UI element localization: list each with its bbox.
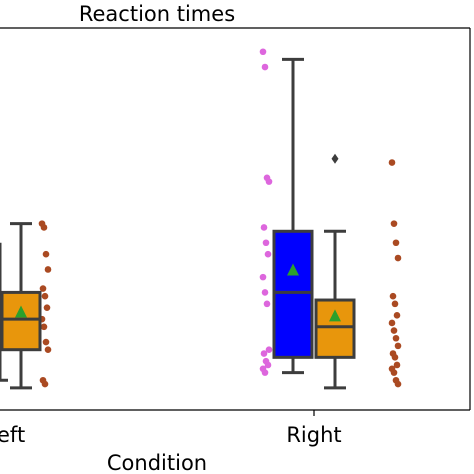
box-outlier	[331, 153, 339, 164]
strip-point	[263, 300, 271, 308]
strip-point	[392, 239, 400, 247]
strip-point	[390, 220, 398, 227]
strip-point	[259, 48, 267, 56]
strip-point	[389, 292, 397, 300]
chart-title: Reaction times	[79, 2, 235, 26]
plot-area	[0, 48, 402, 390]
strip-point	[393, 312, 401, 319]
strip-point	[265, 346, 273, 354]
strip-point	[259, 273, 267, 281]
strip-point	[265, 178, 273, 185]
strip-point	[41, 380, 49, 388]
box-body	[272, 229, 314, 359]
strip-point	[390, 327, 398, 334]
strip-point	[260, 224, 268, 231]
box-body	[314, 298, 356, 359]
strip-point	[390, 369, 398, 376]
strip-point	[391, 300, 399, 308]
strip-point	[40, 323, 48, 331]
x-tick-label-right: Right	[286, 423, 341, 447]
box-mean-marker	[329, 309, 341, 322]
x-tick-label-left: eft	[0, 423, 25, 447]
strip-point	[394, 342, 402, 350]
x-axis-label: Condition	[107, 451, 207, 474]
strip-point	[393, 361, 401, 369]
strip-point	[260, 350, 268, 357]
strip-point	[394, 254, 402, 262]
strip-point	[388, 319, 396, 327]
strip-point	[44, 266, 52, 273]
strip-point	[42, 250, 50, 258]
strip-point	[264, 361, 272, 369]
strip-point	[42, 338, 50, 346]
strip-point	[261, 289, 269, 296]
strip-point	[39, 285, 47, 292]
strip-point	[392, 334, 400, 342]
strip-point	[41, 292, 49, 300]
strip-point	[264, 250, 272, 258]
box-mean-marker	[15, 305, 27, 318]
strip-point	[261, 63, 269, 71]
strip-point	[261, 369, 269, 376]
strip-point	[40, 224, 48, 231]
strip-point	[391, 354, 399, 361]
box-mean-marker	[287, 263, 299, 276]
strip-point	[43, 304, 51, 311]
strip-point	[44, 346, 52, 354]
strip-point	[262, 239, 270, 247]
strip-point	[388, 159, 396, 166]
box-body	[0, 290, 42, 352]
axes	[0, 27, 471, 416]
strip-point	[394, 380, 402, 388]
